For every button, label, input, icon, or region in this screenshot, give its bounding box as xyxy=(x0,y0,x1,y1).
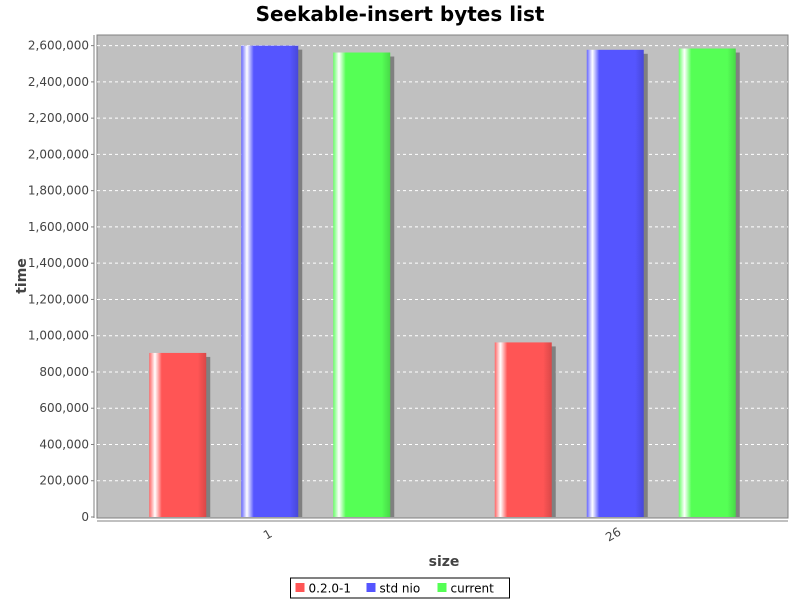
legend-label: current xyxy=(451,582,495,596)
legend: 0.2.0-1 std nio current xyxy=(290,577,510,599)
bar-0.2.0-1-26 xyxy=(494,342,552,517)
x-axis: 1 26 xyxy=(97,520,788,545)
y-tick-label: 0 xyxy=(81,510,89,524)
legend-label: 0.2.0-1 xyxy=(309,582,352,596)
y-axis: 0 200,000 400,000 600,000 800,000 1,000,000 1,… xyxy=(28,35,95,524)
y-tick-label: 1,600,000 xyxy=(28,220,89,234)
y-axis-label: time xyxy=(14,258,30,294)
legend-swatch xyxy=(437,583,447,592)
bar-std nio-1 xyxy=(241,45,299,518)
y-tick-label: 400,000 xyxy=(39,437,89,451)
bar-std nio-26 xyxy=(586,49,644,517)
legend-swatch xyxy=(366,583,376,592)
y-tick-label: 200,000 xyxy=(39,474,89,488)
bar-0.2.0-1-1 xyxy=(149,352,207,517)
x-tick-label: 26 xyxy=(603,525,623,545)
y-tick-label: 800,000 xyxy=(39,365,89,379)
x-axis-label: size xyxy=(429,554,460,570)
legend-label: std nio xyxy=(380,582,421,596)
chart-title: Seekable-insert bytes list xyxy=(256,2,545,26)
grid-lines xyxy=(97,45,788,482)
legend-box xyxy=(290,577,510,599)
y-tick-label: 1,000,000 xyxy=(28,329,89,343)
y-tick-label: 1,200,000 xyxy=(28,292,89,306)
legend-swatch xyxy=(295,583,305,592)
y-tick-label: 600,000 xyxy=(39,401,89,415)
y-tick-label: 2,600,000 xyxy=(28,39,89,53)
bar-current-1 xyxy=(333,52,391,518)
y-tick-label: 1,400,000 xyxy=(28,256,89,270)
x-tick-label: 1 xyxy=(261,527,275,543)
y-tick-label: 1,800,000 xyxy=(28,184,89,198)
plot-area xyxy=(96,34,789,519)
bars xyxy=(149,45,740,518)
y-tick-label: 2,200,000 xyxy=(28,111,89,125)
y-tick-label: 2,000,000 xyxy=(28,147,89,161)
bar-current-26 xyxy=(678,48,736,517)
y-tick-label: 2,400,000 xyxy=(28,75,89,89)
